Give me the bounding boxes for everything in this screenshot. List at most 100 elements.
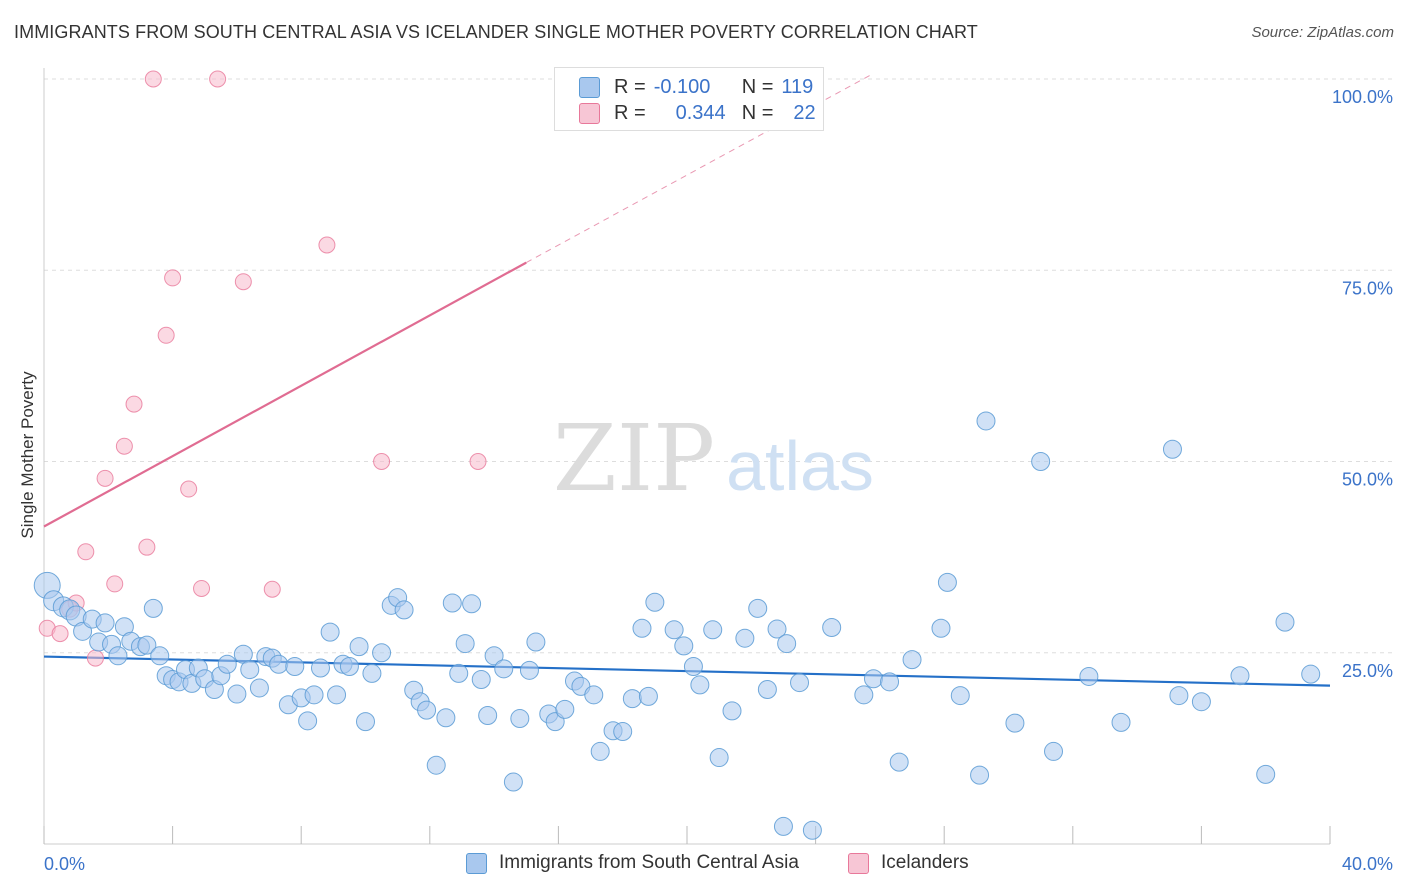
pink-swatch-icon: [579, 102, 600, 124]
n-label: N =: [741, 75, 774, 98]
immigrant-point: [790, 673, 810, 693]
immigrant-point: [510, 709, 530, 729]
immigrant-point: [863, 669, 883, 689]
x-tick-label: 0.0%: [44, 854, 85, 874]
immigrant-point: [854, 685, 874, 705]
immigrant-point: [632, 618, 652, 638]
immigrant-point: [773, 816, 793, 836]
immigrant-point: [1301, 664, 1321, 684]
legend-row-immigrants: R = -0.100 N = 119: [579, 75, 813, 99]
gridlines: [44, 78, 1394, 654]
watermark-zip: ZIP: [553, 405, 715, 512]
pink-swatch-icon: [848, 852, 869, 874]
r-label: R =: [614, 101, 646, 124]
immigrant-point: [356, 712, 375, 732]
immigrant-point: [1031, 452, 1051, 471]
immigrant-point: [802, 820, 822, 840]
icelander-point: [469, 453, 487, 470]
tick-labels: 25.0% 50.0% 75.0% 100.0% 0.0% 40.0%: [44, 87, 1393, 874]
immigrant-point: [310, 658, 330, 678]
icelander-point: [234, 273, 252, 291]
immigrant-point: [320, 622, 340, 642]
data-points: [33, 70, 1321, 840]
icelander-point: [193, 579, 211, 597]
immigrant-point: [108, 646, 128, 666]
immigrant-point: [285, 657, 305, 677]
icelander-point: [51, 625, 69, 643]
r-value: -0.100: [653, 75, 711, 98]
source-credit: Source: ZipAtlas.com: [1251, 24, 1394, 41]
immigrant-point: [748, 598, 768, 618]
immigrant-point: [304, 685, 324, 705]
blue-swatch-icon: [579, 76, 600, 98]
icelanders-trend-line: [43, 261, 527, 528]
n-value: 22: [793, 101, 816, 124]
immigrant-point: [362, 663, 382, 683]
immigrant-point: [690, 675, 710, 695]
immigrant-point: [735, 628, 755, 648]
immigrant-point: [143, 598, 163, 618]
icelander-point: [125, 395, 143, 413]
icelander-point: [373, 453, 391, 470]
immigrant-point: [970, 765, 990, 785]
immigrant-point: [494, 659, 514, 679]
immigrant-point: [471, 670, 491, 690]
r-label: R =: [614, 75, 646, 98]
immigrant-point: [519, 660, 539, 680]
immigrant-point: [339, 657, 359, 677]
immigrant-point: [664, 620, 684, 640]
immigrant-point: [674, 636, 694, 656]
immigrant-point: [950, 686, 970, 706]
correlation-legend: R = -0.100 N = 119 R = 0.344 N = 22: [554, 67, 824, 131]
watermark-atlas: atlas: [726, 427, 874, 505]
icelander-point: [138, 538, 156, 556]
immigrant-point: [709, 748, 729, 768]
immigrant-point: [1230, 666, 1250, 686]
immigrant-point: [1005, 713, 1025, 733]
immigrant-point: [95, 613, 115, 633]
immigrant-point: [442, 593, 462, 613]
immigrant-point: [503, 772, 523, 792]
immigrant-point: [137, 635, 157, 655]
immigrant-point: [150, 646, 170, 666]
immigrant-point: [478, 705, 498, 725]
trend-lines: [43, 74, 1331, 687]
immigrant-point: [777, 634, 797, 654]
immigrant-point: [889, 752, 909, 772]
legend-item-icelanders: Icelanders: [848, 852, 969, 874]
chart-title: IMMIGRANTS FROM SOUTH CENTRAL ASIA VS IC…: [14, 22, 978, 42]
icelander-point: [263, 580, 281, 598]
immigrant-point: [622, 689, 642, 709]
immigrant-point: [1256, 764, 1276, 784]
immigrant-point: [1169, 686, 1189, 706]
legend-row-icelanders: R = 0.344 N = 22: [579, 101, 816, 125]
immigrant-point: [462, 594, 482, 614]
immigrant-point: [931, 618, 951, 638]
immigrant-point: [683, 657, 703, 677]
icelander-point: [209, 70, 227, 88]
immigrant-point: [298, 711, 318, 731]
immigrant-point: [1079, 666, 1099, 686]
immigrant-point: [902, 650, 922, 670]
immigrant-point: [703, 620, 723, 640]
r-value: 0.344: [675, 101, 726, 124]
immigrant-point: [394, 600, 414, 620]
y-tick-label: 25.0%: [1342, 661, 1393, 681]
immigrant-point: [976, 411, 996, 431]
immigrant-point: [372, 643, 392, 663]
icelander-point: [318, 236, 336, 254]
icelander-point: [77, 543, 95, 561]
immigrant-point: [645, 592, 665, 612]
immigrant-point: [584, 685, 604, 705]
immigrant-point: [349, 637, 369, 657]
immigrant-point: [880, 672, 900, 692]
icelander-point: [106, 575, 124, 593]
immigrant-point: [426, 755, 446, 775]
immigrant-point: [436, 708, 456, 728]
legend-label-icelanders: Icelanders: [881, 852, 969, 873]
n-value: 119: [781, 75, 814, 98]
legend-item-immigrants: Immigrants from South Central Asia: [466, 852, 799, 874]
immigrant-point: [638, 686, 658, 706]
immigrant-point: [417, 700, 437, 720]
